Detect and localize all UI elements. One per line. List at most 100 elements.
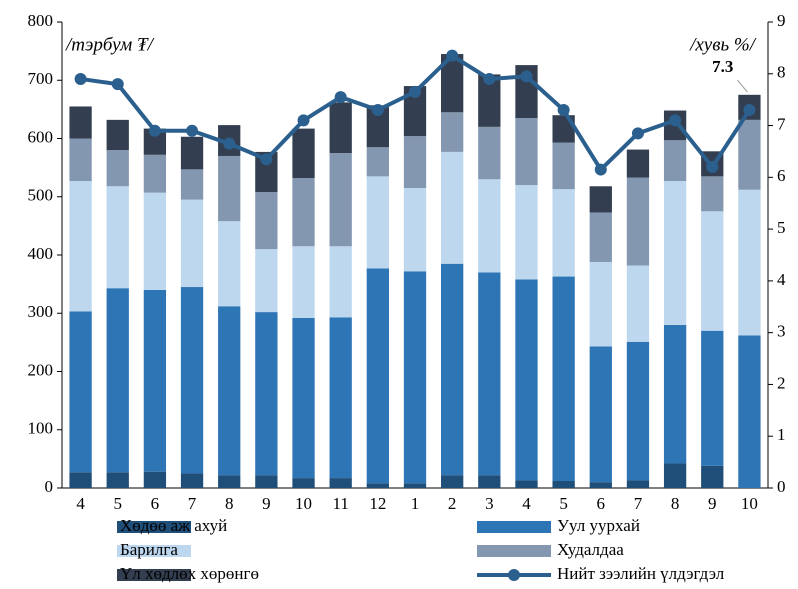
x-tick-label: 7 [188,494,197,513]
bar-segment [626,265,650,342]
bar-segment [69,472,92,488]
bar-segment [180,169,204,200]
bar-segment [441,151,464,264]
y-tick-label: 600 [28,127,54,146]
line-point [743,104,756,117]
bar-segment [478,126,501,180]
legend-marker [508,569,520,581]
bar-segment [663,324,687,464]
line-point [557,104,570,117]
bar-segment [143,192,167,290]
x-tick-label: 6 [151,494,160,513]
line-point [631,127,644,140]
bar-segment [366,105,389,148]
bar-segment [589,346,612,483]
y2-tick-label: 4 [777,270,786,289]
line-point [74,72,87,85]
bar-segment [441,475,464,488]
bar-segment [552,142,575,190]
y2-tick-label: 9 [777,11,786,30]
line-point [520,70,533,83]
bar-segment [366,147,389,177]
legend-label: Нийт зээлийн үлдэгдэл [557,564,725,583]
y-tick-label: 400 [28,244,54,263]
x-tick-label: 10 [741,494,758,513]
bar-segment [441,54,464,113]
bar-segment [292,128,315,179]
bar-segment [478,475,501,488]
y-tick-label: 500 [28,186,54,205]
bar-segment [738,119,761,190]
bar-segment [218,306,241,476]
data-label: 7.3 [712,57,733,76]
bar-segment [441,263,464,476]
bar-segment [478,74,501,127]
bar-segment [69,311,92,473]
y2-axis-label: /хувь %/ [689,34,757,55]
bar-segment [515,279,538,481]
bar-segment [292,246,315,318]
x-tick-label: 4 [76,494,85,513]
bar-segment [515,480,538,488]
bar-segment [180,473,204,488]
bar-segment [478,179,501,273]
bar-segment [255,151,278,193]
bar-segment [366,176,389,269]
legend-swatch [477,545,551,557]
bar-segment [143,289,167,472]
bar-segment [738,189,761,336]
bar-segment [329,478,352,488]
bar-segment [403,271,427,484]
y2-tick-label: 8 [777,63,786,82]
bar-segment [366,483,389,488]
bar-segment [69,138,92,182]
y-tick-label: 0 [45,477,54,496]
y2-tick-label: 7 [777,114,786,133]
line-point [483,72,496,85]
y2-tick-label: 3 [777,322,786,341]
y-tick-label: 100 [28,419,54,438]
bar-segment [106,472,129,488]
bar-segment [403,86,427,137]
label-leader [737,79,748,93]
legend-label: Барилга [120,540,178,559]
line-point [409,85,421,98]
x-tick-label: 12 [369,494,386,513]
bar-segment [106,119,129,151]
x-tick-label: 2 [448,494,457,513]
bar-segment [626,341,650,481]
bar-segment [255,249,278,313]
y-tick-label: 700 [28,69,54,88]
line-point [297,114,310,127]
x-tick-label: 9 [708,494,717,513]
bar-segment [738,335,761,488]
y2-tick-label: 6 [777,166,786,185]
bar-segment [255,475,278,488]
line-point [706,160,719,173]
legend-label: Үл хөдлөх хөрөнгө [120,564,259,583]
bar-segment [106,288,129,473]
bar-segment [626,480,650,488]
bar-segment [218,475,241,488]
bar-segment [701,330,724,466]
y2-tick-label: 1 [777,425,786,444]
bar-segment [552,481,575,488]
line-point [594,163,607,176]
bar-segment [143,154,167,193]
bar-segment [69,106,92,139]
bar-segment [701,211,724,331]
legend-swatch [117,545,191,557]
legend-label: Хөдөө аж ахуй [120,516,227,535]
bar-segment [69,181,92,312]
line-point [334,91,347,104]
bar-segment [663,181,687,325]
legend-label: Уул уурхай [557,516,640,535]
y2-tick-label: 0 [777,477,786,496]
bar-segment [589,186,612,213]
bar-segment [143,128,167,155]
x-tick-label: 9 [262,494,271,513]
bar-segment [218,155,241,222]
bar-segment [589,482,612,488]
bar-segment [255,312,278,476]
